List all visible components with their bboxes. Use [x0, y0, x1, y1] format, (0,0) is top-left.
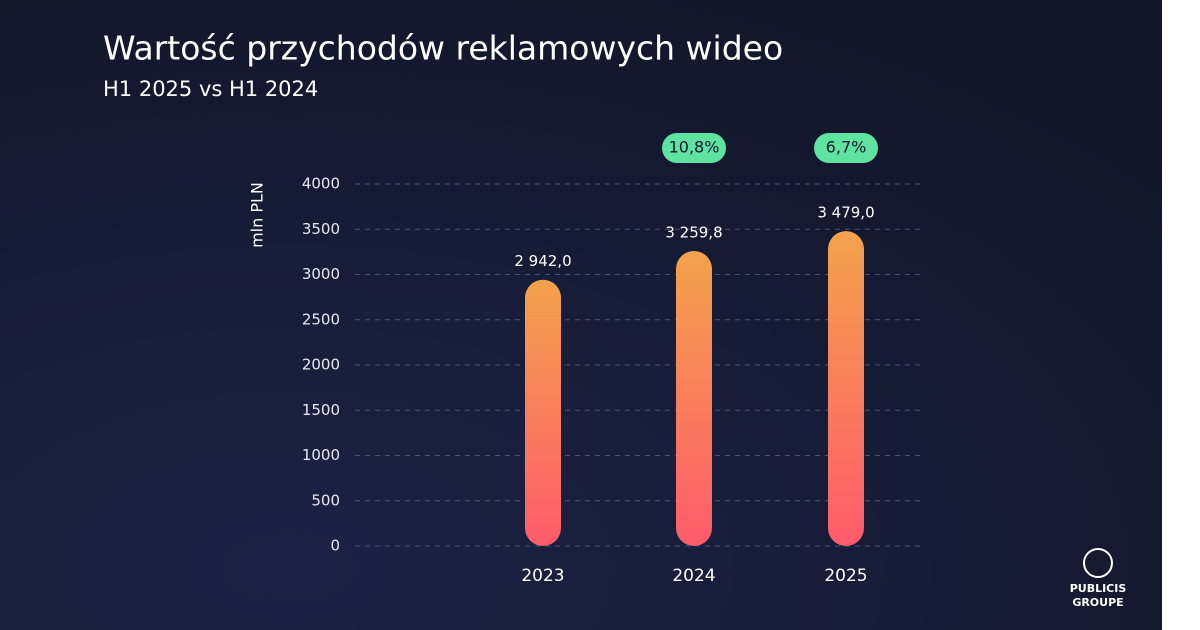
x-tick-label: 2024	[672, 566, 715, 586]
growth-pill	[662, 133, 726, 163]
x-tick-label: 2025	[824, 566, 867, 586]
y-tick-label: 3000	[302, 265, 340, 283]
y-tick-label: 2000	[302, 356, 340, 374]
brand-line: PUBLICIS	[1070, 582, 1127, 595]
x-tick-label: 2023	[521, 566, 564, 586]
brand-line: GROUPE	[1072, 596, 1123, 609]
bar	[676, 250, 712, 546]
growth-pill	[814, 133, 878, 163]
bar	[828, 231, 864, 546]
logo: PUBLICIS GROUPE	[1070, 548, 1127, 609]
bar	[525, 279, 561, 546]
y-tick-label: 4000	[302, 175, 340, 193]
y-tick-label: 0	[330, 537, 340, 555]
chart-title: Wartość przychodów reklamowych wideo	[103, 29, 783, 68]
value-label: 2 942,0	[514, 252, 571, 270]
y-tick-label: 500	[311, 491, 340, 509]
y-tick-label: 1500	[302, 401, 340, 419]
background	[0, 0, 1162, 630]
y-tick-label: 1000	[302, 446, 340, 464]
y-tick-label: 2500	[302, 310, 340, 328]
y-tick-label: 3500	[302, 220, 340, 238]
value-label: 3 259,8	[665, 223, 722, 241]
growth-label: 6,7%	[826, 138, 867, 157]
y-axis-label: mln PLN	[248, 182, 267, 248]
logo-icon	[1083, 548, 1113, 578]
value-label: 3 479,0	[817, 204, 874, 222]
chart-subtitle: H1 2025 vs H1 2024	[103, 77, 318, 101]
growth-label: 10,8%	[669, 138, 720, 157]
